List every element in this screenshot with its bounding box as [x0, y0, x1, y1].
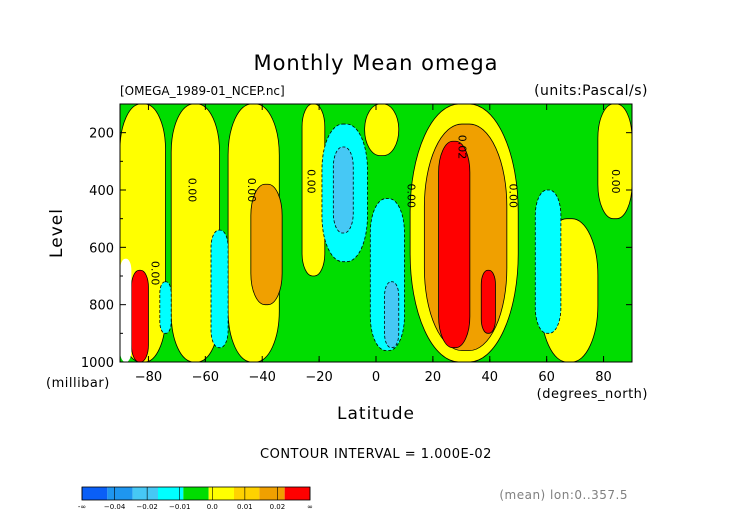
colorbar-label: -∞	[78, 503, 86, 511]
colorbar-swatch	[208, 487, 234, 500]
contour-label-4: 0.00	[507, 183, 520, 208]
plot-area: 0.00 0.00 0.000.00 0.000.000.020.00 −80 −60−…	[81, 103, 633, 385]
y-tick-label: 600	[89, 241, 114, 256]
x-tick-label: 80	[595, 370, 612, 385]
x-axis-units: (degrees_north)	[537, 387, 648, 402]
colorbar: -∞ −0.04 −0.02 −0.01 0.0 0.01 0.02 ∞	[78, 486, 313, 511]
contour-region-19	[384, 281, 400, 349]
y-tick-label: 1000	[81, 356, 114, 371]
y-tick-label: 200	[89, 127, 114, 142]
x-axis-label: Latitude	[337, 404, 415, 424]
y-axis: 200 400 600 800 1000	[81, 103, 632, 371]
contour-region-7	[597, 103, 633, 220]
colorbar-swatch	[82, 487, 108, 500]
x-tick-label: 20	[425, 370, 442, 385]
colorbar-label: −0.01	[169, 503, 190, 511]
contour-region-20	[120, 258, 132, 362]
contour-label-1: 0.00	[245, 178, 258, 203]
colorbar-swatch	[234, 487, 260, 500]
y-tick-label: 800	[89, 299, 114, 314]
x-tick-label: 40	[482, 370, 499, 385]
colorbar-swatch	[183, 487, 209, 500]
y-axis-label: Level	[47, 208, 67, 258]
x-tick-label: −80	[135, 370, 162, 385]
colorbar-swatch	[259, 487, 285, 500]
contour-region-11	[480, 269, 496, 334]
colorbar-label: 0.02	[270, 503, 286, 511]
units-label: (units:Pascal/s)	[534, 83, 648, 99]
contour-region-16	[159, 281, 172, 334]
colorbar-swatch	[132, 487, 158, 500]
contour-labels: 0.00 0.00 0.00 0.00 0.00 0.00 0.02 0.00	[148, 135, 622, 286]
x-tick-label: −40	[249, 370, 276, 385]
y-tick-label: 400	[89, 184, 114, 199]
file-label: [OMEGA_1989-01_NCEP.nc]	[120, 84, 285, 98]
contour-region-17	[534, 189, 562, 334]
contour-region-15	[210, 229, 229, 349]
contour-label-5: 0.00	[609, 169, 622, 194]
contour-regions	[119, 103, 633, 363]
contour-region-18	[332, 146, 354, 234]
contour-region-8	[250, 183, 283, 306]
colorbar-label: −0.04	[104, 503, 126, 511]
contour-label-2: 0.00	[305, 169, 318, 194]
colorbar-label: ∞	[307, 503, 313, 511]
colorbar-label: 0.01	[237, 503, 253, 511]
colorbar-swatch	[284, 487, 310, 500]
x-tick-label: −20	[305, 370, 332, 385]
contour-region-10	[438, 140, 471, 349]
footer-text: (mean) lon:0..357.5	[499, 488, 628, 502]
colorbar-label: −0.02	[136, 503, 157, 511]
y-axis-units: (millibar)	[46, 376, 110, 391]
x-tick-label: 60	[538, 370, 555, 385]
colorbar-swatch	[107, 487, 133, 500]
contour-label-7: 0.00	[148, 261, 161, 286]
x-tick-label: 0	[372, 370, 380, 385]
contour-label-6: 0.02	[455, 135, 468, 160]
colorbar-swatch	[158, 487, 184, 500]
contour-region-12	[130, 269, 149, 363]
contour-label-0: 0.00	[185, 178, 198, 203]
colorbar-label: 0.0	[207, 503, 218, 511]
chart-title: Monthly Mean omega	[253, 51, 498, 75]
contour-label-3: 0.00	[404, 183, 417, 208]
x-axis: −80 −60 −40 −20 0 20 40 60 80	[135, 104, 612, 385]
contour-region-4	[364, 103, 400, 156]
contour-interval-text: CONTOUR INTERVAL = 1.000E-02	[260, 447, 492, 462]
x-tick-label: −60	[192, 370, 219, 385]
